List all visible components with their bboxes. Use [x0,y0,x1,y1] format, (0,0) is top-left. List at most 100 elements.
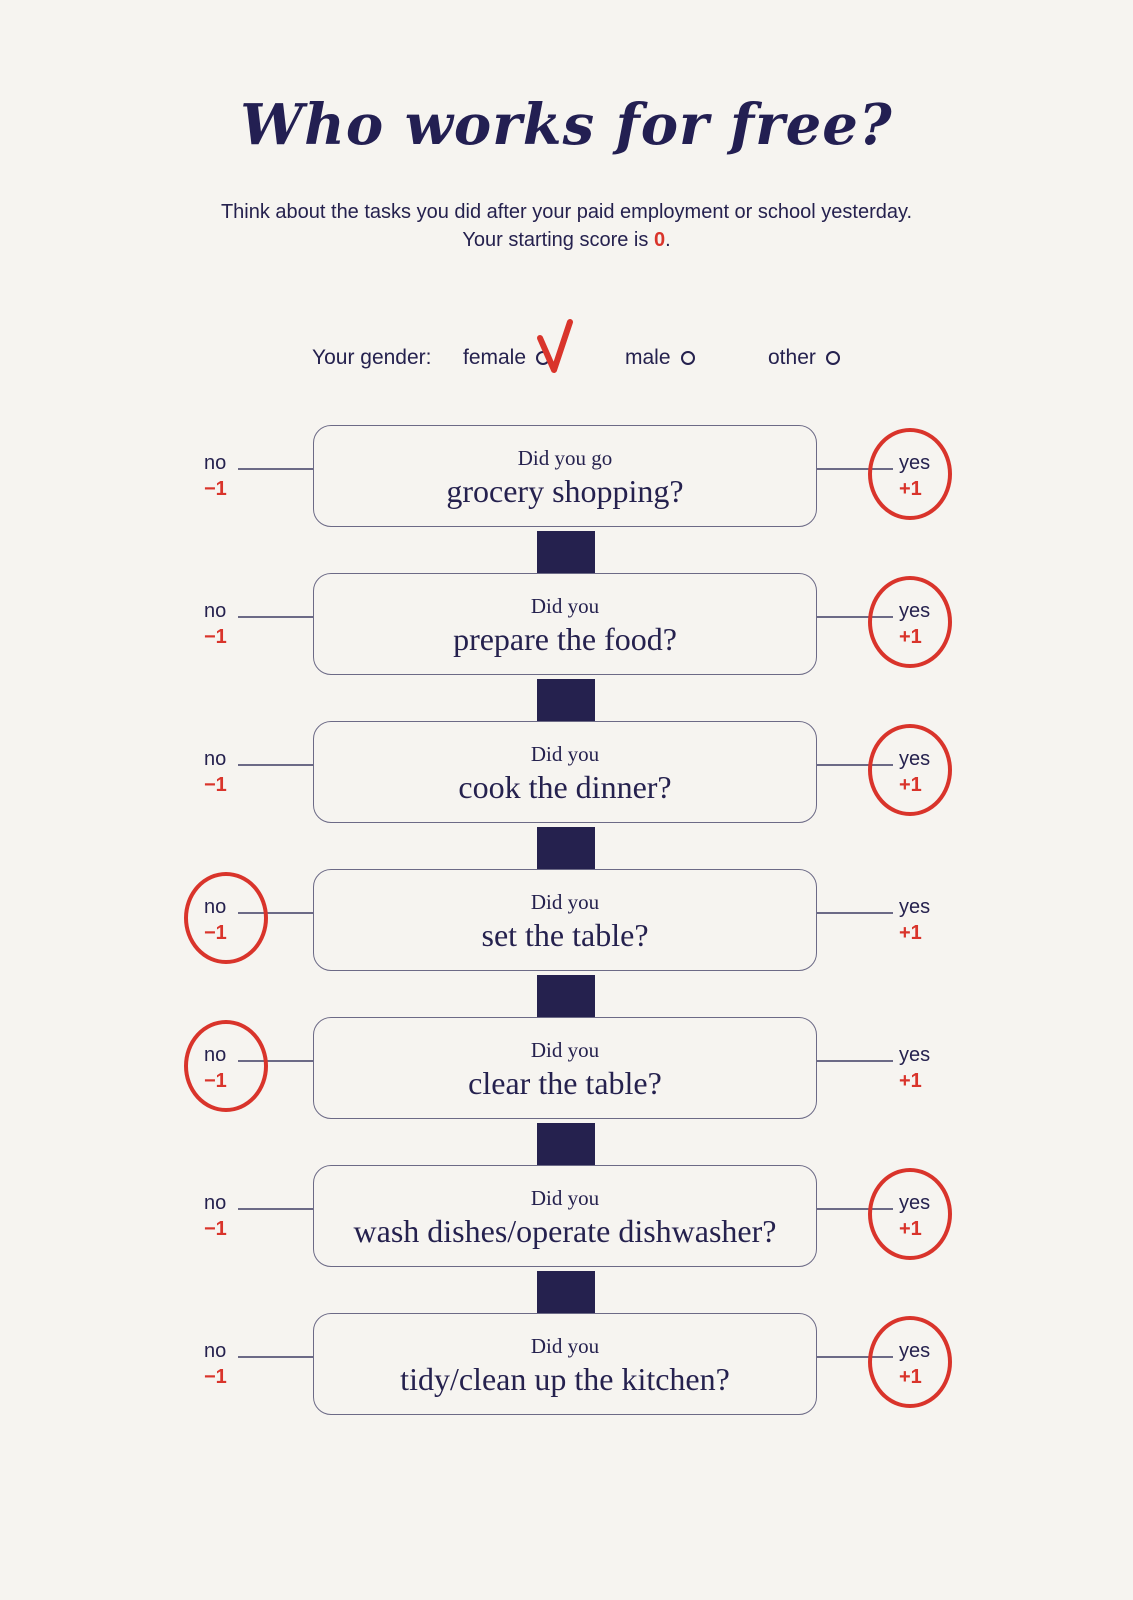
no-label: no [204,600,227,622]
starting-score: 0 [653,229,666,251]
no-value: −1 [204,626,227,648]
yes-label: yes [899,748,931,770]
no-answer[interactable]: no −1 [204,450,227,502]
flow-connector [537,827,595,871]
score-prefix: Your starting score is [462,229,654,251]
yes-answer[interactable]: yes +1 [899,894,930,946]
gender-label: Your gender: [312,346,432,369]
question-task: wash dishes/operate dishwasher? [353,1213,777,1249]
no-value: −1 [204,774,227,796]
gender-option-male[interactable]: male [625,346,695,370]
gender-option-label: male [625,346,671,369]
no-branch-line [238,1356,313,1358]
yes-answer[interactable]: yes +1 [899,1338,930,1390]
no-value: −1 [204,478,227,500]
yes-label: yes [899,1340,931,1362]
no-label: no [204,1192,227,1214]
yes-branch-line [817,912,893,914]
no-label: no [204,1340,227,1362]
yes-branch-line [817,616,893,618]
question-box: Did you prepare the food? [313,573,817,675]
no-branch-line [238,1208,313,1210]
question-task: grocery shopping? [446,473,684,509]
question-prefix: Did you [530,742,600,766]
yes-branch-line [817,468,893,470]
yes-answer[interactable]: yes +1 [899,450,930,502]
no-branch-line [238,468,313,470]
no-answer[interactable]: no −1 [204,746,227,798]
no-label: no [204,896,227,918]
yes-label: yes [899,896,931,918]
no-branch-line [238,764,313,766]
question-task: prepare the food? [453,621,677,657]
yes-value: +1 [899,774,922,796]
no-branch-line [238,616,313,618]
flow-connector [537,679,595,723]
question-prefix: Did you [530,594,600,618]
question-box: Did you go grocery shopping? [313,425,817,527]
yes-branch-line [817,1208,893,1210]
no-label: no [204,748,227,770]
yes-answer[interactable]: yes +1 [899,598,930,650]
yes-value: +1 [899,1218,922,1240]
gender-option-label: female [463,346,527,369]
yes-value: +1 [899,1366,922,1388]
flow-connector [537,531,595,575]
yes-value: +1 [899,1070,922,1092]
gender-option-label: other [768,346,816,369]
no-branch-line [238,912,313,914]
yes-answer[interactable]: yes +1 [899,1190,930,1242]
question-box: Did you cook the dinner? [313,721,817,823]
no-branch-line [238,1060,313,1062]
no-value: −1 [204,1366,227,1388]
gender-option-female[interactable]: female [463,346,551,370]
no-answer[interactable]: no −1 [204,1042,227,1094]
yes-branch-line [817,1356,893,1358]
question-prefix: Did you [530,1038,600,1062]
no-value: −1 [204,1070,227,1092]
question-prefix: Did you [530,1334,600,1358]
no-answer[interactable]: no −1 [204,1338,227,1390]
question-task: clear the table? [468,1065,662,1101]
instructions-line-1: Think about the tasks you did after your… [220,201,913,223]
no-value: −1 [204,922,227,944]
yes-label: yes [899,452,931,474]
no-label: no [204,1044,227,1066]
yes-answer[interactable]: yes +1 [899,1042,930,1094]
no-answer[interactable]: no −1 [204,598,227,650]
yes-branch-line [817,764,893,766]
question-box: Did you clear the table? [313,1017,817,1119]
instructions: Think about the tasks you did after your… [0,198,1133,254]
flow-connector [537,1271,595,1315]
radio-circle-icon[interactable] [825,351,840,365]
question-prefix: Did you [530,1186,600,1210]
question-box: Did you wash dishes/operate dishwasher? [313,1165,817,1267]
no-answer[interactable]: no −1 [204,1190,227,1242]
question-task: set the table? [481,917,649,953]
no-answer[interactable]: no −1 [204,894,227,946]
no-label: no [204,452,227,474]
flow-connector [537,1123,595,1167]
page-title: Who works for free? [240,92,893,158]
question-task: tidy/clean up the kitchen? [400,1361,730,1397]
question-box: Did you set the table? [313,869,817,971]
gender-option-other[interactable]: other [768,346,840,370]
question-box: Did you tidy/clean up the kitchen? [313,1313,817,1415]
radio-circle-icon[interactable] [680,351,695,365]
yes-value: +1 [899,478,922,500]
question-prefix: Did you go [517,446,613,470]
yes-branch-line [817,1060,893,1062]
yes-value: +1 [899,626,922,648]
yes-label: yes [899,1192,931,1214]
yes-label: yes [899,600,931,622]
yes-answer[interactable]: yes +1 [899,746,930,798]
question-prefix: Did you [530,890,600,914]
no-value: −1 [204,1218,227,1240]
yes-value: +1 [899,922,922,944]
question-task: cook the dinner? [458,769,672,805]
instructions-line-2: Your starting score is 0. [0,226,1133,254]
score-suffix: . [665,229,671,251]
radio-circle-icon[interactable] [536,351,551,365]
yes-label: yes [899,1044,931,1066]
flow-connector [537,975,595,1019]
